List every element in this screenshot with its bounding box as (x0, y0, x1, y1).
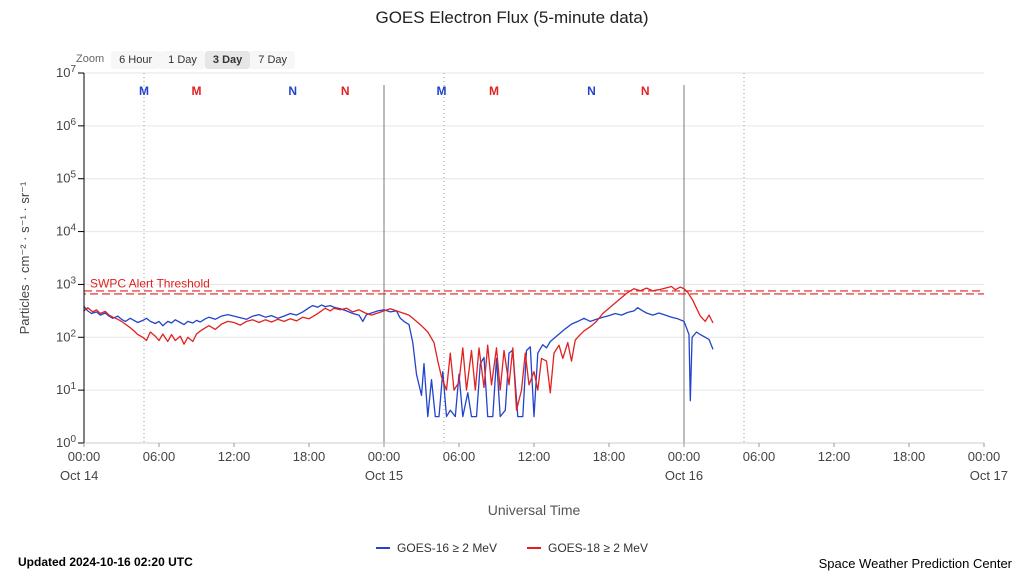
plot-area[interactable] (84, 73, 984, 443)
x-axis-label: Universal Time (487, 502, 581, 518)
zoom-button-6-hour[interactable]: 6 Hour (111, 51, 161, 69)
legend-swatch (376, 547, 391, 549)
x-tick-label: 12:00 (518, 449, 551, 464)
legend-label: GOES-16 ≥ 2 MeV (397, 541, 497, 555)
y-tick-label: 102 (56, 328, 76, 344)
x-tick-label: 12:00 (218, 449, 251, 464)
y-tick-label: 104 (56, 223, 76, 239)
y-tick-label: 107 (56, 64, 76, 80)
goes-18-2-mev-series (83, 285, 714, 411)
satellite-marker-goes-16: N (288, 84, 297, 98)
x-tick-label: 18:00 (293, 449, 326, 464)
x-tick-label: 06:00 (143, 449, 176, 464)
legend-label: GOES-18 ≥ 2 MeV (548, 541, 648, 555)
satellite-marker-goes-16: N (587, 84, 596, 98)
y-tick-label: 100 (56, 434, 76, 450)
x-tick-label: 00:00 (668, 449, 701, 464)
x-tick-label: 00:00 (68, 449, 101, 464)
x-tick-label: 00:00 (968, 449, 1001, 464)
satellite-marker-goes-18: M (192, 84, 202, 98)
zoom-button-1-day[interactable]: 1 Day (160, 51, 205, 69)
updated-timestamp: Updated 2024-10-16 02:20 UTC (18, 555, 193, 569)
x-tick-label: 00:00 (368, 449, 401, 464)
x-tick-label: 18:00 (893, 449, 926, 464)
x-date-label: Oct 16 (665, 468, 703, 483)
legend-swatch (527, 547, 541, 549)
satellite-marker-goes-16: M (437, 84, 447, 98)
satellite-marker-goes-18: M (489, 84, 499, 98)
y-axis-label: Particles · cm⁻² · s⁻¹ · sr⁻¹ (17, 181, 32, 335)
alert-threshold-label: SWPC Alert Threshold (90, 276, 210, 290)
zoom-label: Zoom (76, 53, 105, 65)
zoom-button-7-day[interactable]: 7 Day (250, 51, 296, 69)
x-date-label: Oct 14 (60, 468, 98, 483)
zoom-button-group: 6 Hour 1 Day 3 Day 7 Day (111, 50, 296, 69)
goes-16-2-mev-series (83, 304, 714, 418)
satellite-marker-goes-18: N (641, 84, 650, 98)
x-tick-label: 18:00 (593, 449, 626, 464)
satellite-marker-goes-18: N (341, 84, 350, 98)
y-tick-label: 101 (56, 381, 76, 397)
x-date-label: Oct 17 (970, 468, 1008, 483)
x-tick-label: 06:00 (443, 449, 476, 464)
x-tick-label: 06:00 (743, 449, 776, 464)
chart-title: GOES Electron Flux (5-minute data) (375, 8, 649, 27)
zoom-controls: Zoom 6 Hour 1 Day 3 Day 7 Day (76, 50, 296, 69)
y-tick-label: 106 (56, 117, 76, 133)
zoom-button-3-day[interactable]: 3 Day (204, 51, 251, 69)
x-tick-label: 12:00 (818, 449, 851, 464)
legend-item-goes-18-2-mev[interactable]: GOES-18 ≥ 2 MeV (527, 541, 648, 555)
satellite-marker-goes-16: M (139, 84, 149, 98)
y-tick-label: 103 (56, 275, 76, 291)
y-tick-label: 105 (56, 170, 76, 186)
legend: GOES-16 ≥ 2 MeV GOES-18 ≥ 2 MeV (0, 541, 1024, 555)
x-date-label: Oct 15 (365, 468, 403, 483)
legend-item-goes-16-2-mev[interactable]: GOES-16 ≥ 2 MeV (376, 541, 497, 555)
credit-text: Space Weather Prediction Center (818, 556, 1012, 571)
